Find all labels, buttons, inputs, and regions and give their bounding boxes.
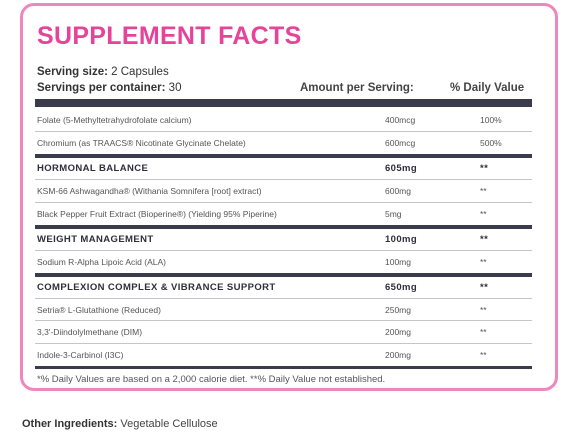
table-row: Sodium R-Alpha Lipoic Acid (ALA) 100mg *… [35, 251, 532, 273]
servings-label: Servings per container: [37, 82, 166, 94]
supplement-facts-panel [20, 3, 558, 391]
other-ingredients-label: Other Ingredients: [22, 418, 118, 430]
ingredient-dv: ** [480, 186, 487, 196]
row-divider [35, 202, 532, 203]
ingredient-dv: ** [480, 305, 487, 315]
table-row: 3,3'-Diindolylmethane (DIM) 200mg ** [35, 321, 532, 343]
row-divider [35, 179, 532, 180]
ingredient-amount: 600mg [385, 186, 411, 196]
section-header-hormonal-balance: HORMONAL BALANCE 605mg ** [35, 157, 532, 179]
serving-size-label: Serving size: [37, 66, 108, 78]
ingredient-amount: 200mg [385, 350, 411, 360]
section-amount: 100mg [385, 234, 418, 245]
ingredient-amount: 5mg [385, 209, 402, 219]
ingredient-amount: 600mcg [385, 138, 416, 148]
serving-size-value: 2 Capsules [111, 66, 169, 78]
ingredient-name: 3,3'-Diindolylmethane (DIM) [37, 327, 143, 337]
top-divider-bar [35, 99, 532, 107]
ingredient-dv: 100% [480, 115, 502, 125]
section-amount: 605mg [385, 163, 418, 174]
section-header-complexion-complex: COMPLEXION COMPLEX & VIBRANCE SUPPORT 65… [35, 276, 532, 298]
ingredient-name: Indole-3-Carbinol (I3C) [37, 350, 124, 360]
ingredient-dv: 500% [480, 138, 502, 148]
section-name: WEIGHT MANAGEMENT [37, 234, 154, 245]
ingredient-name: Chromium (as TRAACS® Nicotinate Glycinat… [37, 138, 246, 148]
ingredient-name: KSM-66 Ashwagandha® (Withania Somnifera … [37, 186, 262, 196]
table-row: Chromium (as TRAACS® Nicotinate Glycinat… [35, 132, 532, 154]
ingredient-dv: ** [480, 209, 487, 219]
section-divider-bar [35, 273, 532, 277]
ingredient-dv: ** [480, 350, 487, 360]
ingredient-name: Black Pepper Fruit Extract (Bioperine®) … [37, 209, 277, 219]
amount-column-header: Amount per Serving: [300, 82, 414, 94]
section-dv: ** [480, 234, 489, 245]
other-ingredients-value: Vegetable Cellulose [120, 418, 218, 430]
section-amount: 650mg [385, 282, 418, 293]
ingredient-amount: 400mcg [385, 115, 416, 125]
section-dv: ** [480, 282, 489, 293]
section-divider-bar [35, 154, 532, 158]
section-name: HORMONAL BALANCE [37, 163, 149, 174]
section-header-weight-management: WEIGHT MANAGEMENT 100mg ** [35, 228, 532, 250]
servings-value: 30 [168, 82, 182, 94]
row-divider [35, 343, 532, 344]
ingredient-name: Folate (5-Methyltetrahydrofolate calcium… [37, 115, 192, 125]
other-ingredients: Other Ingredients: Vegetable Cellulose [22, 418, 218, 430]
table-row: Black Pepper Fruit Extract (Bioperine®) … [35, 203, 532, 225]
row-divider [35, 131, 532, 132]
bottom-divider-bar [35, 366, 532, 369]
footnote: *% Daily Values are based on a 2,000 cal… [37, 374, 386, 385]
ingredient-name: Setria® L-Glutathione (Reduced) [37, 305, 161, 315]
section-divider-bar [35, 225, 532, 229]
table-row: Folate (5-Methyltetrahydrofolate calcium… [35, 109, 532, 131]
row-divider [35, 298, 532, 299]
table-row: KSM-66 Ashwagandha® (Withania Somnifera … [35, 180, 532, 202]
row-divider [35, 320, 532, 321]
daily-value-column-header: % Daily Value [450, 82, 525, 94]
table-row: Indole-3-Carbinol (I3C) 200mg ** [35, 344, 532, 366]
serving-size: Serving size: 2 Capsules [37, 66, 169, 78]
page-title: SUPPLEMENT FACTS [37, 22, 302, 50]
ingredient-amount: 100mg [385, 257, 411, 267]
servings-per-container: Servings per container: 30 [37, 82, 181, 94]
ingredient-dv: ** [480, 327, 487, 337]
ingredient-name: Sodium R-Alpha Lipoic Acid (ALA) [37, 257, 166, 267]
section-name: COMPLEXION COMPLEX & VIBRANCE SUPPORT [37, 282, 276, 293]
ingredient-amount: 200mg [385, 327, 411, 337]
section-dv: ** [480, 163, 489, 174]
ingredient-amount: 250mg [385, 305, 411, 315]
ingredient-dv: ** [480, 257, 487, 267]
row-divider [35, 250, 532, 251]
table-row: Setria® L-Glutathione (Reduced) 250mg ** [35, 299, 532, 321]
